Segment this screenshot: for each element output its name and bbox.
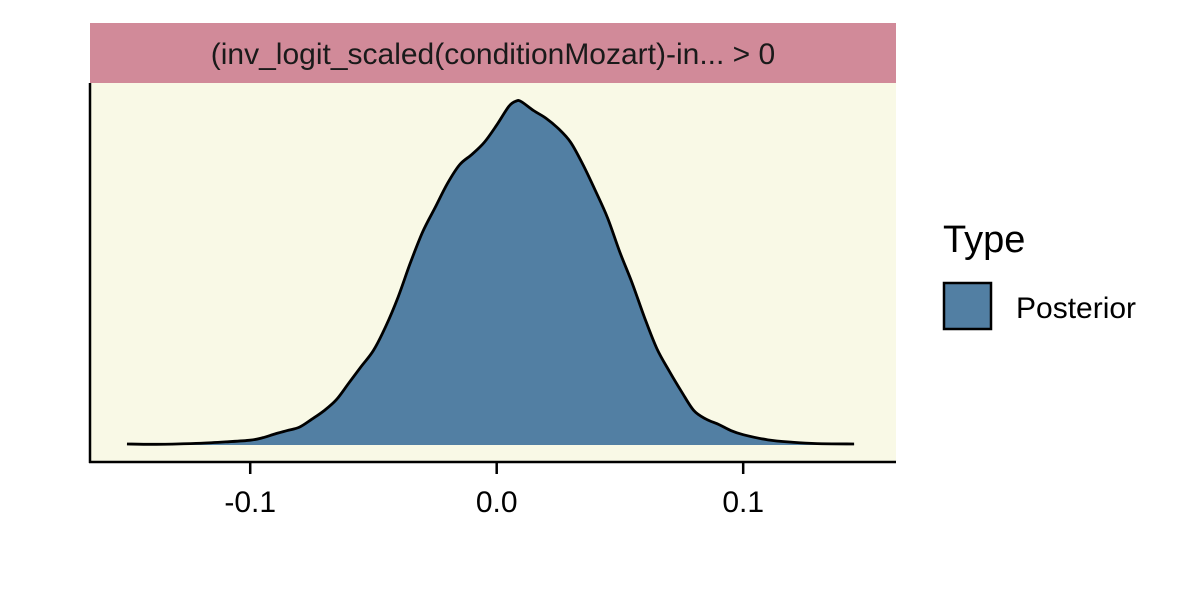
legend-label-posterior: Posterior (1016, 292, 1136, 325)
facet-strip-label: (inv_logit_scaled(conditionMozart)-in...… (211, 38, 775, 71)
legend-title: Type (943, 219, 1025, 261)
legend-key-posterior (942, 281, 993, 331)
facet-strip (90, 23, 896, 83)
x-tick-label: -0.1 (224, 486, 276, 519)
series-layer (126, 99, 855, 446)
legend: Type Posterior (942, 219, 1136, 331)
x-tick-label: 0.1 (722, 486, 764, 519)
x-axis-ticks: -0.1 0.0 0.1 (224, 462, 764, 519)
x-tick-label: 0.0 (476, 486, 518, 519)
density-outline-posterior (126, 99, 855, 446)
density-area-posterior (126, 100, 855, 446)
